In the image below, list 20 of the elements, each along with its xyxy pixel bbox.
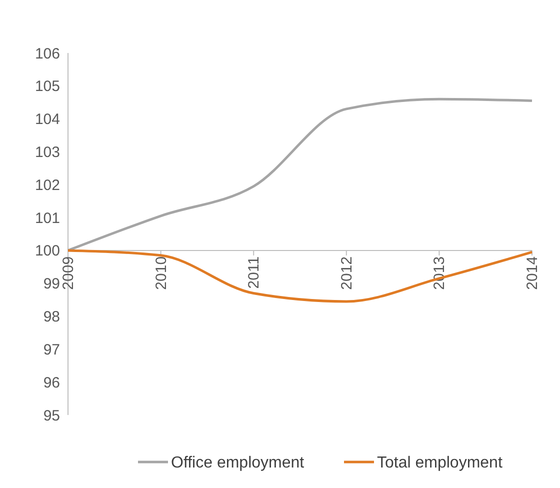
y-tick-label: 95 [43,407,60,424]
y-tick-label: 98 [43,308,60,326]
y-tick-label: 96 [43,374,60,392]
x-tick-label: 2009 [60,256,77,290]
x-tick-label: 2011 [246,256,263,289]
x-tick-label: 2010 [152,256,170,290]
y-tick-label: 101 [34,210,60,227]
y-tick-label: 102 [34,176,60,194]
x-tick-label: 2014 [524,256,541,290]
y-tick-label: 103 [34,144,60,161]
y-tick-label: 104 [34,111,60,128]
line-series [66,98,534,252]
y-tick-label: 100 [34,242,60,260]
legend-label: Total employment [377,454,503,472]
y-tick-label: 97 [43,341,60,358]
y-tick-label: 105 [34,78,60,96]
y-tick-label: 99 [43,276,60,293]
x-tick-label: 2012 [338,256,356,290]
legend-label: Office employment [171,454,305,472]
y-tick-label: 106 [34,45,60,62]
